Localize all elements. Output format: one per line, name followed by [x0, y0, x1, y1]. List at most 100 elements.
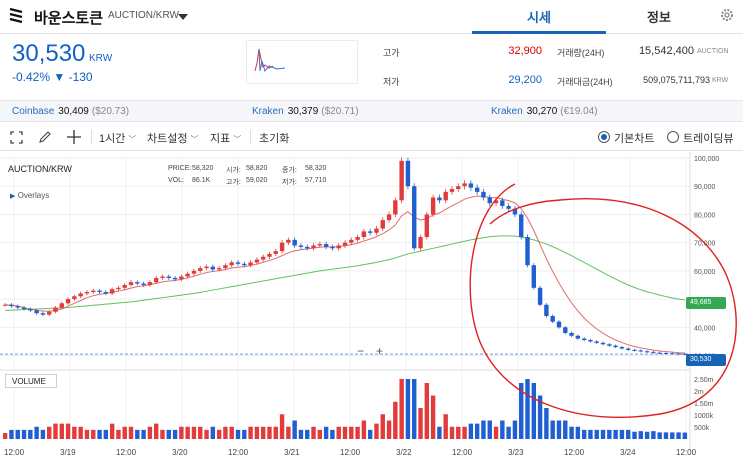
volume-bar: [185, 426, 190, 439]
candle-body: [613, 345, 618, 348]
candle-body: [468, 183, 474, 188]
volume-bar: [141, 429, 146, 439]
volume-bar: [248, 426, 253, 439]
volume-bar: [323, 426, 329, 439]
pencil-icon[interactable]: [38, 130, 52, 144]
legend-high-value: 59,020: [246, 177, 268, 184]
volume-bar: [91, 429, 96, 439]
tab-quote[interactable]: 시세: [472, 7, 606, 34]
volume-bar: [40, 429, 46, 439]
volume-bar: [361, 420, 367, 439]
candle-body: [487, 197, 492, 204]
exchange-price: 30,409: [58, 106, 89, 117]
ma-fast-line: [5, 195, 685, 354]
candle-body: [40, 313, 46, 315]
candle-body: [311, 245, 316, 249]
high-value: 32,900: [508, 45, 542, 57]
volume-bar: [550, 420, 555, 439]
volume-bar: [651, 431, 656, 439]
candle-body: [21, 307, 27, 309]
candle-body: [556, 321, 562, 328]
indicators-button[interactable]: 지표 ﹀: [210, 130, 241, 146]
price-chart[interactable]: 100,00090,00080,00070,00060,00050,00040,…: [0, 152, 743, 459]
candle-body: [399, 160, 404, 201]
y-tick-label: 70,000: [694, 241, 716, 248]
header-bar: 바운스토큰 AUCTION/KRW 시세 정보: [0, 0, 743, 34]
x-tick-label: 3/21: [284, 448, 300, 457]
candle-body: [663, 352, 669, 354]
candle-body: [531, 265, 537, 288]
volume-bar: [254, 426, 260, 439]
chart-settings-button[interactable]: 차트설정 ﹀: [147, 130, 199, 146]
volume-bar: [500, 420, 505, 439]
chart-canvas[interactable]: 100,00090,00080,00070,00060,00050,00040,…: [0, 152, 743, 459]
basic-chart-radio[interactable]: [598, 131, 610, 143]
volume-bar: [229, 426, 234, 439]
volume-bar: [65, 423, 71, 439]
candle-body: [46, 311, 52, 315]
volume-bar: [84, 429, 90, 439]
volume-pane-label: VOLUME: [5, 374, 57, 388]
candle-body: [393, 200, 398, 215]
gear-icon[interactable]: [719, 7, 735, 23]
volume-bar: [676, 432, 681, 439]
volume-tick-label: 2.50m: [694, 377, 714, 384]
reset-button[interactable]: 초기화: [259, 133, 290, 145]
volume-bar: [216, 429, 222, 439]
volume-bar: [15, 429, 20, 439]
interval-select[interactable]: 1시간 ﹀: [99, 130, 136, 146]
volume-bar: [449, 426, 455, 439]
candle-body: [367, 231, 373, 233]
last-price-marker: 30,530: [686, 354, 726, 366]
triangle-right-icon: ▶: [10, 193, 16, 200]
overlays-toggle[interactable]: ▶ Overlays: [10, 191, 49, 200]
volume-bar: [305, 429, 310, 439]
volume-bar: [600, 429, 606, 439]
tradingview-label[interactable]: 트레이딩뷰: [683, 133, 734, 145]
fullscreen-icon[interactable]: [10, 131, 23, 144]
volume-bar: [21, 429, 27, 439]
volume-bar: [97, 429, 102, 439]
x-tick-label: 12:00: [228, 448, 249, 457]
volume-bar: [613, 429, 618, 439]
mini-chart[interactable]: [246, 40, 358, 84]
candle-body: [179, 276, 184, 280]
candle-body: [607, 344, 612, 346]
candle-body: [141, 283, 146, 285]
y-tick-label: 90,000: [694, 184, 716, 191]
candle-body: [122, 284, 127, 288]
candle-body: [619, 347, 625, 349]
volume-bar: [103, 429, 109, 439]
tab-info[interactable]: 정보: [647, 10, 671, 25]
tradingview-radio[interactable]: [667, 131, 679, 143]
candle-body: [254, 259, 260, 263]
candle-body: [248, 262, 253, 266]
volume-bar: [386, 420, 392, 439]
candle-body: [644, 351, 650, 353]
volume-bar: [424, 383, 430, 439]
candle-body: [449, 189, 455, 192]
zoom-out-button[interactable]: −: [357, 344, 365, 358]
volume-bar: [380, 414, 385, 439]
legend-low-value: 57,710: [305, 177, 327, 184]
legend-close-value: 58,320: [305, 165, 327, 172]
volume-bar: [632, 431, 637, 439]
volume-tick-label: 2m: [694, 389, 704, 396]
zoom-in-button[interactable]: +: [376, 344, 384, 358]
volume-bar: [28, 429, 33, 439]
volume-bar: [235, 429, 241, 439]
ma-price-marker: 49,685: [686, 297, 726, 309]
exchange-price: 30,270: [526, 106, 558, 117]
crosshair-icon[interactable]: [66, 129, 82, 145]
candle-body: [342, 242, 348, 246]
volume-bar: [657, 432, 662, 439]
volume-bar: [531, 383, 537, 439]
candle-body: [15, 306, 20, 308]
candle-body: [72, 296, 77, 300]
coin-selector-caret-icon[interactable]: [178, 14, 188, 20]
candle-body: [2, 304, 8, 306]
basic-chart-label[interactable]: 기본차트: [614, 133, 655, 145]
volume-bar: [525, 379, 530, 439]
volume-bar: [374, 423, 379, 439]
price-unit: KRW: [89, 53, 113, 64]
